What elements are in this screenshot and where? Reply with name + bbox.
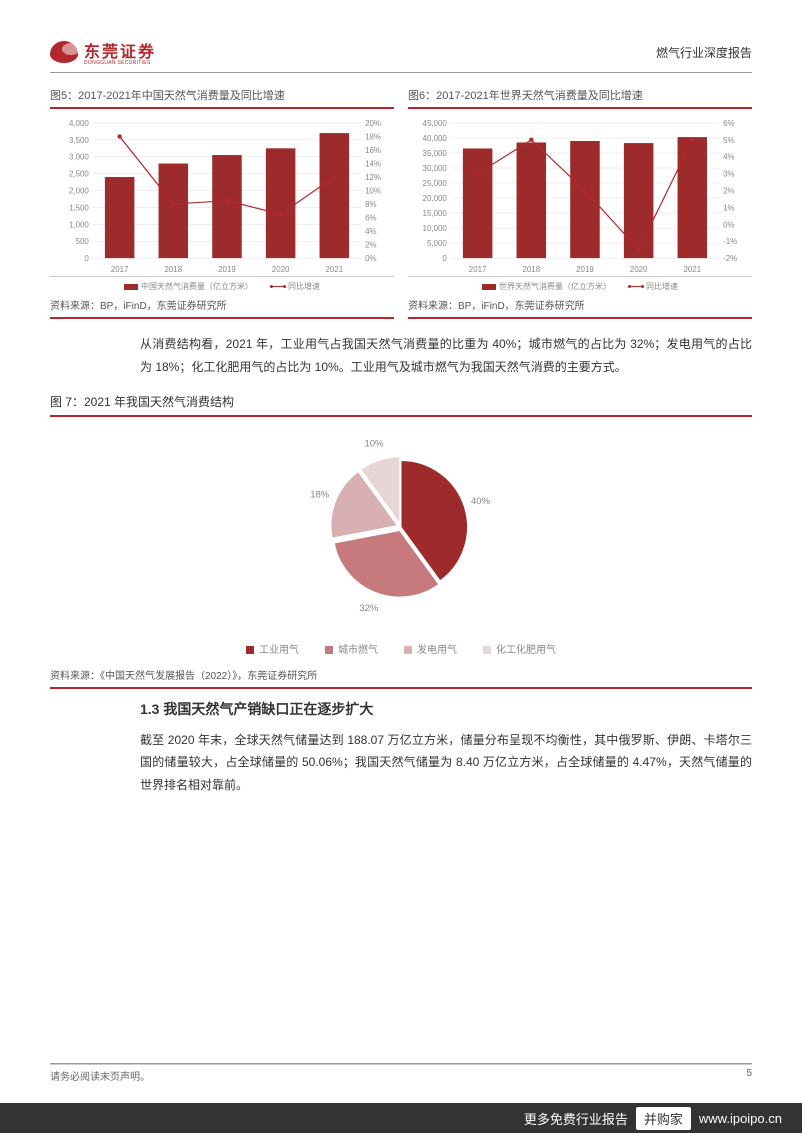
logo-text-en: DONGGUAN SECURITIES [84,60,156,66]
svg-text:5,000: 5,000 [427,239,447,248]
svg-text:2018: 2018 [164,265,182,274]
svg-text:5%: 5% [723,136,734,145]
svg-text:1,000: 1,000 [69,220,89,229]
svg-text:0: 0 [442,254,447,263]
page-header: 东莞证券 DONGGUAN SECURITIES 燃气行业深度报告 [50,38,752,73]
svg-text:3,000: 3,000 [69,153,89,162]
svg-text:10%: 10% [364,438,384,449]
svg-text:-2%: -2% [723,254,737,263]
svg-text:2017: 2017 [111,265,129,274]
svg-text:0: 0 [84,254,89,263]
page-footer: 请务必阅读末页声明。 5 [50,1063,752,1083]
chart-7-area: 40% 32% 18% 10% [50,417,752,637]
section-1-3-heading: 1.3 我国天然气产销缺口正在逐步扩大 [140,699,752,719]
page-number: 5 [746,1068,752,1083]
svg-text:500: 500 [76,237,90,246]
svg-text:1%: 1% [723,203,734,212]
chart-6-source: 资料来源：BP，iFinD，东莞证券研究所 [408,292,752,319]
footer-disclaimer: 请务必阅读末页声明。 [50,1068,150,1083]
svg-text:40,000: 40,000 [423,134,448,143]
svg-text:10%: 10% [365,187,381,196]
svg-text:12%: 12% [365,173,381,182]
svg-text:32%: 32% [359,603,379,614]
svg-text:2017: 2017 [469,265,487,274]
section-1-3-body: 截至 2020 年末，全球天然气储量达到 188.07 万亿立方米，储量分布呈现… [140,729,752,797]
pie-legend-item: 发电用气 [404,641,457,656]
svg-text:35,000: 35,000 [423,149,448,158]
svg-text:16%: 16% [365,146,381,155]
chart-7-title: 图 7：2021 年我国天然气消费结构 [50,393,752,417]
chart-5-source: 资料来源：BP，iFinD，东莞证券研究所 [50,292,394,319]
svg-text:1,500: 1,500 [69,203,89,212]
chart-6-legend-bar: 世界天然气消费量（亿立方米） [499,282,611,291]
chart-6-svg: 0 5,000 10,000 15,000 20,000 25,000 30,000 35,0… [408,117,752,276]
svg-text:3%: 3% [723,170,734,179]
paragraph-1: 从消费结构看，2021 年，工业用气占我国天然气消费量的比重为 40%；城市燃气… [140,333,752,379]
chart-5-legend: 中国天然气消费量（亿立方米） 同比增速 [50,281,394,292]
svg-text:2020: 2020 [630,265,648,274]
report-type: 燃气行业深度报告 [656,44,752,61]
svg-text:8%: 8% [365,200,376,209]
svg-text:14%: 14% [365,159,381,168]
chart-7-legend: 工业用气 城市燃气 发电用气 化工化肥用气 [50,641,752,656]
svg-text:25,000: 25,000 [423,179,448,188]
chart-6-legend-line: 同比增速 [646,282,678,291]
svg-text:2019: 2019 [218,265,236,274]
chart-7-source: 资料来源：《中国天然气发展报告（2022）》，东莞证券研究所 [50,662,752,689]
svg-text:6%: 6% [365,214,376,223]
svg-text:45,000: 45,000 [423,119,448,128]
svg-text:20,000: 20,000 [423,194,448,203]
chart-6-legend: 世界天然气消费量（亿立方米） 同比增速 [408,281,752,292]
chart-7-svg: 40% 32% 18% 10% [306,432,496,622]
svg-text:2018: 2018 [522,265,540,274]
pie-legend-item: 工业用气 [246,641,299,656]
banner-text: 更多免费行业报告 [524,1109,628,1128]
svg-text:2%: 2% [365,241,376,250]
pie-legend-item: 化工化肥用气 [483,641,556,656]
svg-text:2%: 2% [723,187,734,196]
svg-text:2019: 2019 [576,265,594,274]
banner-box: 并购家 [636,1107,691,1130]
svg-text:40%: 40% [471,496,491,507]
svg-text:4%: 4% [723,153,734,162]
svg-text:15,000: 15,000 [423,209,448,218]
pie-legend-item: 城市燃气 [325,641,378,656]
logo: 东莞证券 DONGGUAN SECURITIES [50,38,156,66]
svg-text:30,000: 30,000 [423,164,448,173]
svg-text:20%: 20% [365,119,381,128]
chart-5-panel: 图5：2017-2021年中国天然气消费量及同比增速 0 500 1,000 1,50… [50,87,394,319]
banner-url: www.ipoipo.cn [699,1111,782,1126]
svg-text:2020: 2020 [272,265,290,274]
svg-text:0%: 0% [365,254,376,263]
svg-text:4%: 4% [365,227,376,236]
logo-icon [50,41,78,63]
svg-text:18%: 18% [310,489,330,500]
svg-text:0%: 0% [723,220,734,229]
svg-text:18%: 18% [365,132,381,141]
chart-5-legend-bar: 中国天然气消费量（亿立方米） [141,282,253,291]
svg-text:2,500: 2,500 [69,170,89,179]
chart-6-area: 0 5,000 10,000 15,000 20,000 25,000 30,000 35,0… [408,117,752,277]
svg-text:6%: 6% [723,119,734,128]
chart-6-panel: 图6：2017-2021年世界天然气消费量及同比增速 0 5,000 10,000 1… [408,87,752,319]
bottom-banner: 更多免费行业报告 并购家 www.ipoipo.cn [0,1103,802,1133]
svg-text:2,000: 2,000 [69,187,89,196]
chart-5-legend-line: 同比增速 [288,282,320,291]
svg-text:10,000: 10,000 [423,224,448,233]
chart-5-svg: 0 500 1,000 1,500 2,000 2,500 3,000 3,500 4,000 0… [50,117,394,276]
svg-text:-1%: -1% [723,237,737,246]
svg-text:3,500: 3,500 [69,136,89,145]
svg-text:2021: 2021 [325,265,343,274]
chart-5-area: 0 500 1,000 1,500 2,000 2,500 3,000 3,500 4,000 0… [50,117,394,277]
chart-6-title: 图6：2017-2021年世界天然气消费量及同比增速 [408,87,752,109]
chart-5-title: 图5：2017-2021年中国天然气消费量及同比增速 [50,87,394,109]
svg-text:2021: 2021 [683,265,701,274]
logo-text-cn: 东莞证券 [84,38,156,62]
svg-text:4,000: 4,000 [69,119,89,128]
